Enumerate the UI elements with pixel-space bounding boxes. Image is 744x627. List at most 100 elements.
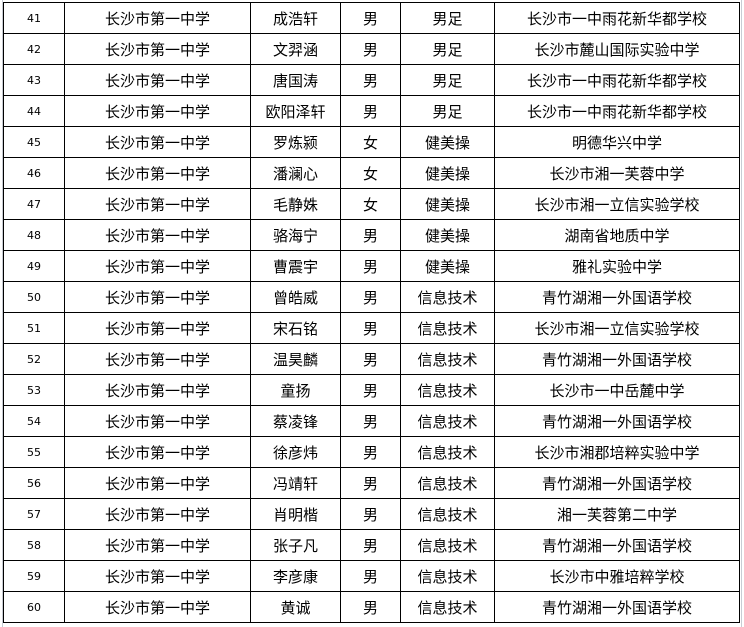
student-name-cell[interactable]: 李彦康 bbox=[250, 560, 341, 592]
row-number-cell[interactable]: 43 bbox=[3, 64, 65, 96]
sport-category-cell[interactable]: 男足 bbox=[400, 64, 495, 96]
gender-cell[interactable]: 男 bbox=[340, 498, 401, 530]
school-cell[interactable]: 长沙市第一中学 bbox=[64, 343, 251, 375]
sport-category-cell[interactable]: 信息技术 bbox=[400, 312, 495, 344]
student-name-cell[interactable]: 文羿涵 bbox=[250, 33, 341, 65]
school-cell[interactable]: 长沙市第一中学 bbox=[64, 436, 251, 468]
student-name-cell[interactable]: 黄诚 bbox=[250, 591, 341, 623]
gender-cell[interactable]: 男 bbox=[340, 467, 401, 499]
student-name-cell[interactable]: 蔡凌锋 bbox=[250, 405, 341, 437]
origin-school-cell[interactable]: 长沙市一中岳麓中学 bbox=[494, 374, 740, 406]
origin-school-cell[interactable]: 青竹湖湘一外国语学校 bbox=[494, 591, 740, 623]
school-cell[interactable]: 长沙市第一中学 bbox=[64, 312, 251, 344]
sport-category-cell[interactable]: 健美操 bbox=[400, 219, 495, 251]
origin-school-cell[interactable]: 青竹湖湘一外国语学校 bbox=[494, 343, 740, 375]
sport-category-cell[interactable]: 健美操 bbox=[400, 188, 495, 220]
student-name-cell[interactable]: 成浩轩 bbox=[250, 2, 341, 34]
sport-category-cell[interactable]: 健美操 bbox=[400, 157, 495, 189]
row-number-cell[interactable]: 49 bbox=[3, 250, 65, 282]
school-cell[interactable]: 长沙市第一中学 bbox=[64, 467, 251, 499]
student-name-cell[interactable]: 徐彦炜 bbox=[250, 436, 341, 468]
student-name-cell[interactable]: 欧阳泽轩 bbox=[250, 95, 341, 127]
origin-school-cell[interactable]: 长沙市湘一芙蓉中学 bbox=[494, 157, 740, 189]
sport-category-cell[interactable]: 信息技术 bbox=[400, 343, 495, 375]
school-cell[interactable]: 长沙市第一中学 bbox=[64, 281, 251, 313]
origin-school-cell[interactable]: 长沙市麓山国际实验中学 bbox=[494, 33, 740, 65]
origin-school-cell[interactable]: 雅礼实验中学 bbox=[494, 250, 740, 282]
sport-category-cell[interactable]: 男足 bbox=[400, 2, 495, 34]
gender-cell[interactable]: 男 bbox=[340, 405, 401, 437]
row-number-cell[interactable]: 56 bbox=[3, 467, 65, 499]
row-number-cell[interactable]: 41 bbox=[3, 2, 65, 34]
origin-school-cell[interactable]: 长沙市一中雨花新华都学校 bbox=[494, 2, 740, 34]
origin-school-cell[interactable]: 湘一芙蓉第二中学 bbox=[494, 498, 740, 530]
student-name-cell[interactable]: 肖明楷 bbox=[250, 498, 341, 530]
school-cell[interactable]: 长沙市第一中学 bbox=[64, 126, 251, 158]
gender-cell[interactable]: 男 bbox=[340, 312, 401, 344]
origin-school-cell[interactable]: 青竹湖湘一外国语学校 bbox=[494, 281, 740, 313]
student-name-cell[interactable]: 毛静姝 bbox=[250, 188, 341, 220]
school-cell[interactable]: 长沙市第一中学 bbox=[64, 157, 251, 189]
student-name-cell[interactable]: 童扬 bbox=[250, 374, 341, 406]
school-cell[interactable]: 长沙市第一中学 bbox=[64, 250, 251, 282]
row-number-cell[interactable]: 46 bbox=[3, 157, 65, 189]
student-name-cell[interactable]: 罗炼颍 bbox=[250, 126, 341, 158]
school-cell[interactable]: 长沙市第一中学 bbox=[64, 560, 251, 592]
row-number-cell[interactable]: 60 bbox=[3, 591, 65, 623]
school-cell[interactable]: 长沙市第一中学 bbox=[64, 591, 251, 623]
origin-school-cell[interactable]: 长沙市中雅培粹学校 bbox=[494, 560, 740, 592]
school-cell[interactable]: 长沙市第一中学 bbox=[64, 498, 251, 530]
row-number-cell[interactable]: 59 bbox=[3, 560, 65, 592]
row-number-cell[interactable]: 57 bbox=[3, 498, 65, 530]
sport-category-cell[interactable]: 信息技术 bbox=[400, 405, 495, 437]
student-name-cell[interactable]: 曹震宇 bbox=[250, 250, 341, 282]
gender-cell[interactable]: 男 bbox=[340, 219, 401, 251]
row-number-cell[interactable]: 55 bbox=[3, 436, 65, 468]
sport-category-cell[interactable]: 信息技术 bbox=[400, 591, 495, 623]
row-number-cell[interactable]: 54 bbox=[3, 405, 65, 437]
school-cell[interactable]: 长沙市第一中学 bbox=[64, 405, 251, 437]
student-name-cell[interactable]: 潘澜心 bbox=[250, 157, 341, 189]
student-name-cell[interactable]: 张子凡 bbox=[250, 529, 341, 561]
origin-school-cell[interactable]: 青竹湖湘一外国语学校 bbox=[494, 405, 740, 437]
row-number-cell[interactable]: 48 bbox=[3, 219, 65, 251]
row-number-cell[interactable]: 53 bbox=[3, 374, 65, 406]
sport-category-cell[interactable]: 信息技术 bbox=[400, 281, 495, 313]
row-number-cell[interactable]: 51 bbox=[3, 312, 65, 344]
school-cell[interactable]: 长沙市第一中学 bbox=[64, 219, 251, 251]
gender-cell[interactable]: 女 bbox=[340, 157, 401, 189]
school-cell[interactable]: 长沙市第一中学 bbox=[64, 374, 251, 406]
origin-school-cell[interactable]: 湖南省地质中学 bbox=[494, 219, 740, 251]
student-name-cell[interactable]: 唐国涛 bbox=[250, 64, 341, 96]
student-name-cell[interactable]: 宋石铭 bbox=[250, 312, 341, 344]
gender-cell[interactable]: 男 bbox=[340, 560, 401, 592]
school-cell[interactable]: 长沙市第一中学 bbox=[64, 529, 251, 561]
origin-school-cell[interactable]: 青竹湖湘一外国语学校 bbox=[494, 467, 740, 499]
gender-cell[interactable]: 男 bbox=[340, 64, 401, 96]
school-cell[interactable]: 长沙市第一中学 bbox=[64, 2, 251, 34]
gender-cell[interactable]: 男 bbox=[340, 374, 401, 406]
gender-cell[interactable]: 男 bbox=[340, 281, 401, 313]
sport-category-cell[interactable]: 信息技术 bbox=[400, 498, 495, 530]
row-number-cell[interactable]: 44 bbox=[3, 95, 65, 127]
school-cell[interactable]: 长沙市第一中学 bbox=[64, 188, 251, 220]
sport-category-cell[interactable]: 信息技术 bbox=[400, 467, 495, 499]
student-name-cell[interactable]: 曾皓威 bbox=[250, 281, 341, 313]
row-number-cell[interactable]: 50 bbox=[3, 281, 65, 313]
sport-category-cell[interactable]: 信息技术 bbox=[400, 529, 495, 561]
student-name-cell[interactable]: 温昊麟 bbox=[250, 343, 341, 375]
gender-cell[interactable]: 男 bbox=[340, 436, 401, 468]
row-number-cell[interactable]: 52 bbox=[3, 343, 65, 375]
gender-cell[interactable]: 男 bbox=[340, 529, 401, 561]
sport-category-cell[interactable]: 信息技术 bbox=[400, 374, 495, 406]
gender-cell[interactable]: 女 bbox=[340, 126, 401, 158]
gender-cell[interactable]: 男 bbox=[340, 95, 401, 127]
school-cell[interactable]: 长沙市第一中学 bbox=[64, 64, 251, 96]
sport-category-cell[interactable]: 男足 bbox=[400, 33, 495, 65]
sport-category-cell[interactable]: 健美操 bbox=[400, 250, 495, 282]
row-number-cell[interactable]: 42 bbox=[3, 33, 65, 65]
gender-cell[interactable]: 女 bbox=[340, 188, 401, 220]
origin-school-cell[interactable]: 长沙市湘一立信实验学校 bbox=[494, 188, 740, 220]
gender-cell[interactable]: 男 bbox=[340, 2, 401, 34]
gender-cell[interactable]: 男 bbox=[340, 33, 401, 65]
